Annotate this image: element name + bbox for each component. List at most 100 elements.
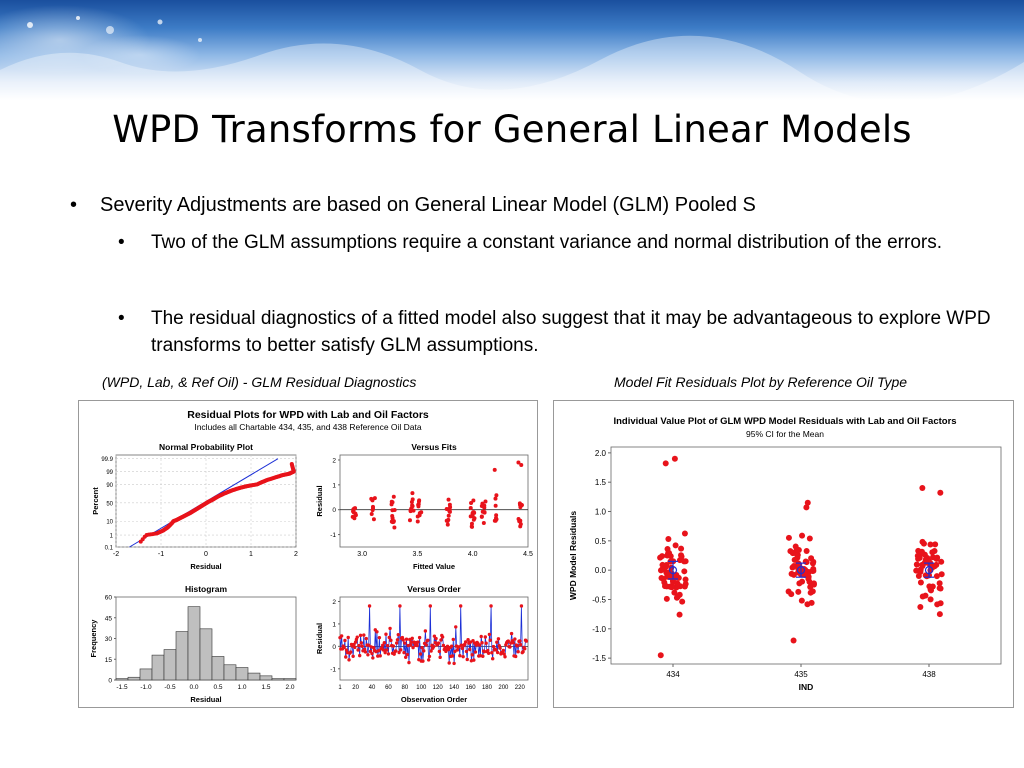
data-point [386,652,391,656]
data-point [468,505,473,510]
data-point [446,513,451,518]
data-point [416,499,421,504]
data-point [444,518,449,523]
data-point [524,639,529,643]
data-point [919,563,926,570]
histogram-bar [175,631,189,681]
data-point [458,654,462,658]
data-point [518,639,522,643]
data-point [523,646,527,651]
data-point [362,633,366,637]
y-tick-label: 1 [332,621,336,628]
data-point [440,635,445,639]
data-point [369,511,374,516]
x-axis-label: Residual [190,695,221,704]
data-point [519,462,524,467]
data-point [481,654,485,658]
data-point [493,503,498,508]
y-tick-label: 99 [106,470,113,476]
data-point [407,660,411,665]
histogram-bar [115,678,129,681]
x-tick-label: -1.5 [116,684,128,691]
y-tick-label: 2 [332,457,336,464]
data-point [470,524,475,529]
x-axis-label: IND [799,682,814,692]
versus-order-panel: Versus Order Observation Order Residual -1 0… [315,584,529,704]
data-point [518,518,523,523]
data-point [451,637,455,642]
sub-bullet-text: Two of the GLM assumptions require a con… [151,232,943,253]
data-point [367,604,372,608]
data-point [511,641,515,645]
data-point [370,651,374,656]
data-point [355,635,359,639]
data-point [417,635,422,640]
data-point [790,637,797,644]
data-point [929,549,936,556]
data-point [489,604,493,608]
data-point [804,601,811,608]
header-banner [0,0,1024,100]
data-point [426,638,430,643]
y-tick-label: 1.5 [595,478,607,487]
x-tick-label: 1.0 [237,684,246,691]
data-point [458,604,463,608]
data-point [381,648,386,652]
data-point [342,645,346,650]
x-tick-label: 1 [249,551,253,558]
data-point [441,643,446,648]
data-point [450,654,455,658]
data-point [418,652,423,656]
x-tick-label: -1 [158,551,164,558]
data-point [392,525,397,530]
y-tick-label: 0 [332,644,336,651]
data-point [455,648,460,652]
data-point [480,641,484,645]
bullet-glyph: • [118,308,125,329]
data-point [416,502,421,507]
data-point [420,645,424,650]
data-point [396,632,400,637]
data-point [402,650,406,655]
data-point [353,506,358,511]
data-point [344,648,349,652]
data-point [479,503,484,508]
data-point [375,630,379,634]
data-point [470,514,475,519]
data-point [371,517,376,522]
data-point [415,643,419,648]
data-point [389,638,393,643]
y-tick-label: 60 [105,595,113,602]
data-point [376,648,381,653]
data-point [409,499,414,504]
x-axis-label: Fitted Value [413,562,455,571]
y-tick-label: 1.0 [595,508,607,517]
data-point [346,635,350,640]
data-point [377,635,382,640]
data-point [363,650,368,654]
y-axis-label: Percent [91,487,100,515]
data-point [391,494,396,499]
figure-title: Residual Plots for WPD with Lab and Oil … [187,409,429,421]
y-axis-label: Frequency [89,619,98,658]
data-point [439,638,443,642]
data-point [486,648,490,653]
data-point [671,589,678,596]
data-point [919,485,926,492]
panel-title: Versus Fits [411,442,457,452]
data-point [662,583,669,590]
data-point [664,552,671,559]
data-point [664,570,671,577]
histogram-panel: Histogram Residual Frequency 0 15 30 45 60 -1.5 -… [89,584,297,704]
data-point [359,641,364,645]
data-point [928,587,935,594]
data-point [518,522,523,527]
data-point [416,640,420,644]
data-point [788,591,795,598]
data-point [353,511,358,516]
data-point [918,548,925,555]
data-point [936,611,943,618]
data-point [810,565,817,572]
data-point [519,604,524,608]
data-point [364,636,368,641]
